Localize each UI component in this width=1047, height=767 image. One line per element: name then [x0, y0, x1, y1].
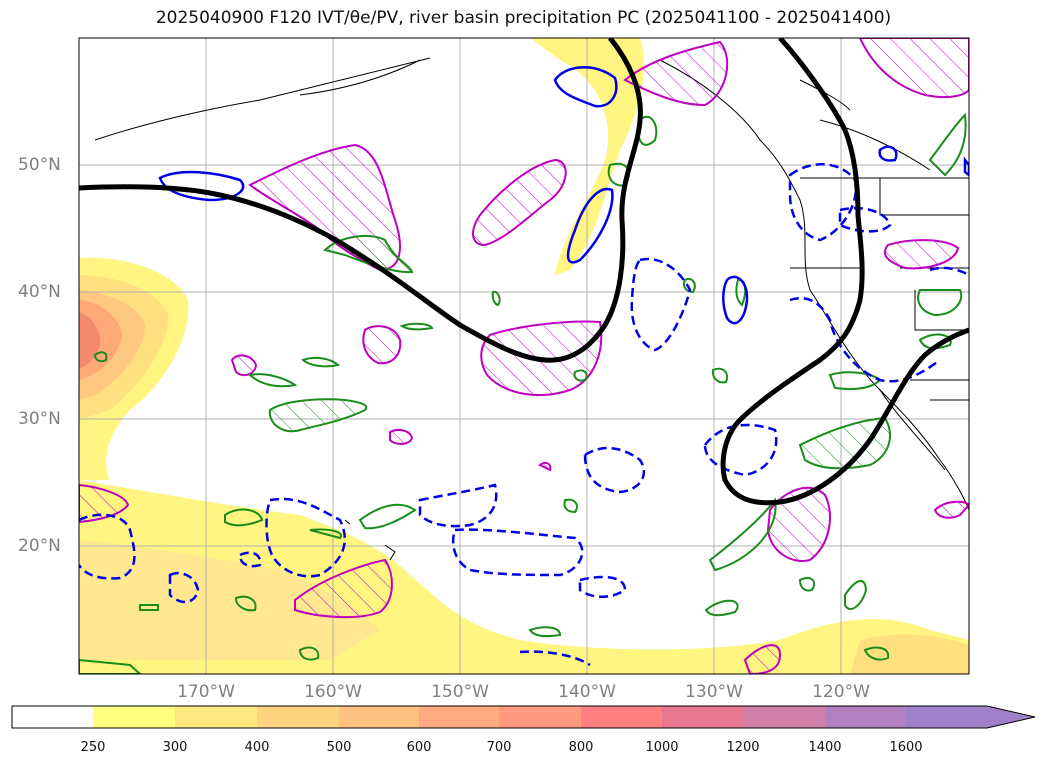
lon-label-140w: 140°W	[558, 682, 616, 702]
lon-label-150w: 150°W	[431, 682, 489, 702]
lat-label-40n: 40°N	[18, 282, 61, 302]
lon-label-130w: 130°W	[685, 682, 743, 702]
map-frame	[78, 37, 970, 675]
pc-blue-solid	[158, 66, 969, 325]
lon-label-170w: 170°W	[177, 682, 235, 702]
graticule	[79, 38, 969, 674]
lat-label-30n: 30°N	[18, 409, 61, 429]
colorbar-tick: 1600	[889, 740, 923, 755]
lat-label-20n: 20°N	[18, 536, 61, 556]
lon-label-160w: 160°W	[304, 682, 362, 702]
colorbar-tick: 800	[568, 740, 594, 755]
map-title: 2025040900 F120 IVT/θe/PV, river basin p…	[155, 8, 892, 28]
colorbar-tick: 1000	[645, 740, 679, 755]
coastlines	[94, 57, 969, 561]
colorbar-tick: 400	[244, 740, 270, 755]
colorbar	[11, 705, 1036, 729]
colorbar-tick: 700	[486, 740, 512, 755]
colorbar-tick: 300	[162, 740, 188, 755]
colorbar-tick: 500	[326, 740, 352, 755]
pv-contour	[79, 38, 969, 506]
colorbar-tick: 1200	[726, 740, 760, 755]
colorbar-tick: 1400	[808, 740, 842, 755]
lat-label-50n: 50°N	[18, 155, 61, 175]
theta-e-contours	[79, 112, 967, 674]
colorbar-tick: 250	[80, 740, 106, 755]
colorbar-tick: 600	[406, 740, 432, 755]
ivt-shading	[79, 38, 969, 674]
lon-label-120w: 120°W	[812, 682, 870, 702]
